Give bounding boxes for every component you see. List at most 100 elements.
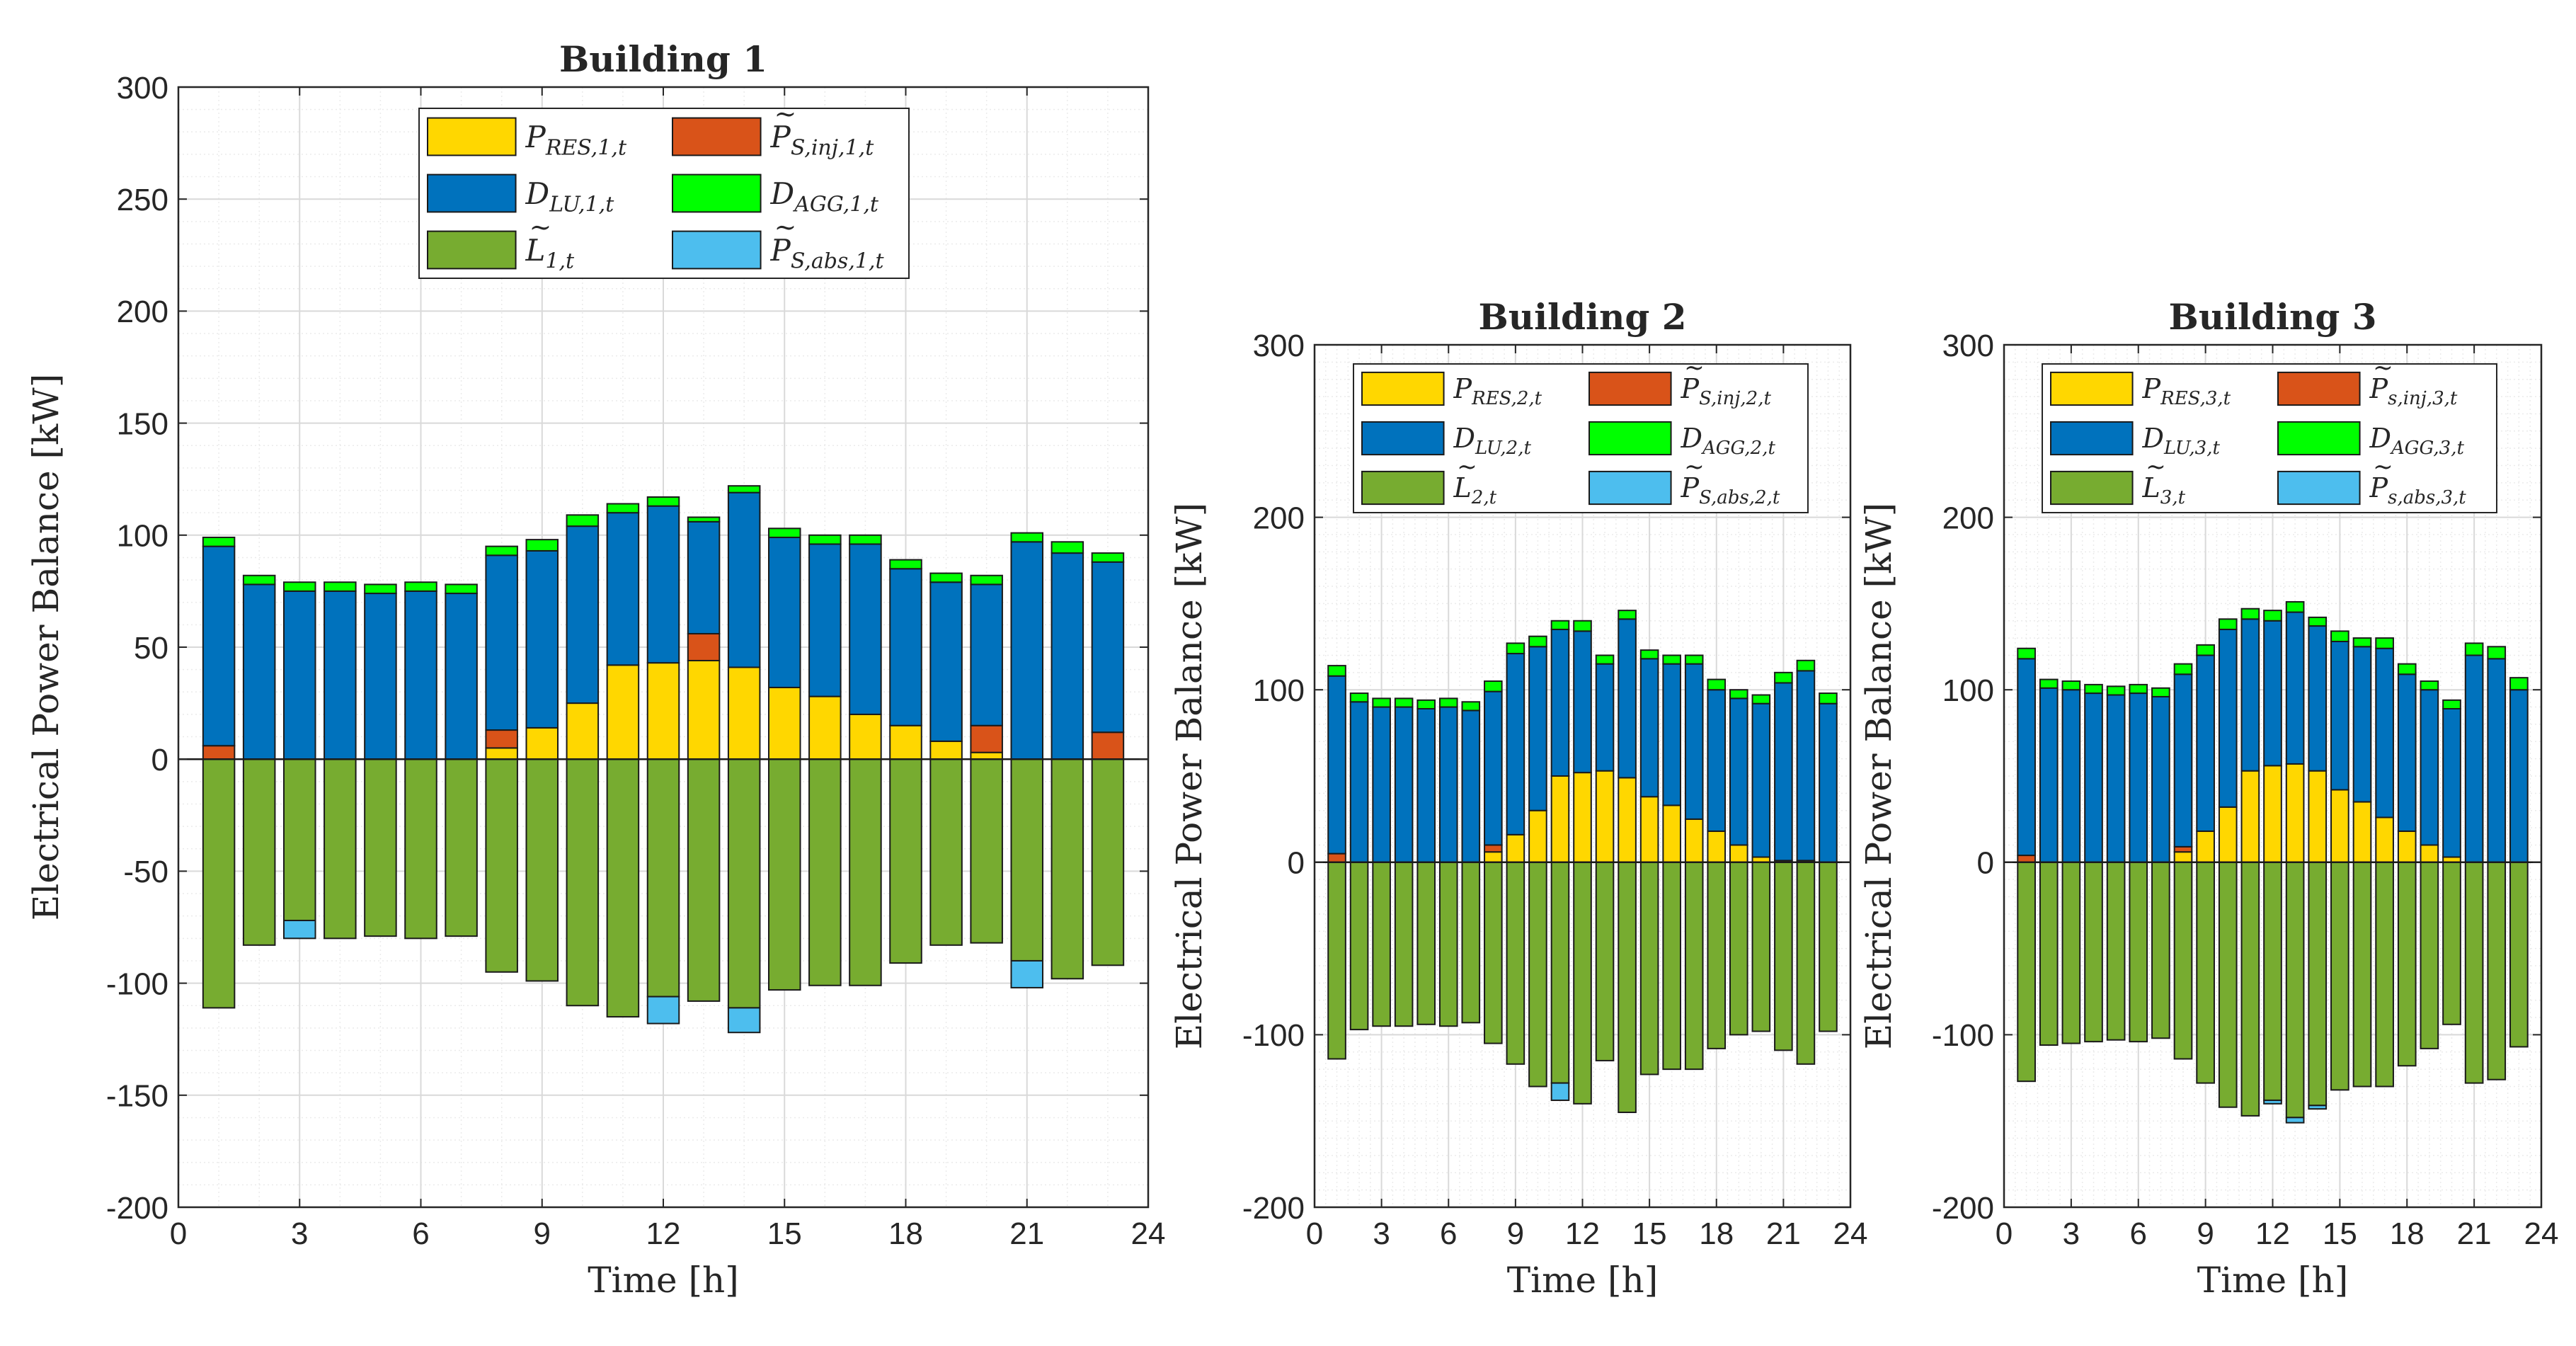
bar-res-h18 (889, 724, 922, 760)
y-tick-label: 50 (134, 631, 168, 666)
x-tick-label: 12 (2255, 1216, 2290, 1251)
x-tick-label: 15 (767, 1216, 802, 1251)
bar-load-h18 (1707, 861, 1727, 1049)
x-tick-label: 15 (2323, 1216, 2357, 1251)
ticks: 0 3 6 9 12 15 18 21 24 -200 -100 0 100 200 300 (1932, 329, 2559, 1251)
bar-load-h15 (767, 758, 801, 991)
bar-agg-h18 (2397, 663, 2417, 675)
bar-load-h22 (2487, 861, 2507, 1080)
bar-agg-h19 (1729, 689, 1748, 700)
legend-tilde: ~ (529, 211, 552, 242)
bar-agg-h19 (2420, 680, 2439, 691)
bar-dlu-h14 (1618, 618, 1637, 779)
legend-entry-inj: Ps,inj,3,t~ (2277, 354, 2458, 409)
bar-load-h13 (687, 758, 721, 1002)
bar-dlu-h3 (282, 590, 316, 760)
bar-agg-h10 (2218, 618, 2238, 630)
bar-agg-h17 (849, 534, 882, 545)
legend-entry-dlu: DLU,2,t (1361, 421, 1531, 459)
bar-load-h6 (1438, 861, 1458, 1027)
bar-agg-h3 (2061, 680, 2081, 691)
bar-abs-h12 (2263, 1099, 2282, 1105)
y-axis-label: Electrical Power Balance [kW] (1858, 503, 1899, 1049)
bar-dlu-h13 (1595, 663, 1615, 772)
bar-res-h15 (2330, 789, 2349, 863)
bar-inj-h8 (485, 729, 518, 749)
bar-res-h12 (1573, 772, 1592, 863)
legend-entry-dlu: DLU,3,t (2050, 421, 2220, 459)
bar-res-h9 (1506, 833, 1525, 863)
bar-res-h17 (2375, 816, 2394, 863)
bar-agg-h20 (1751, 694, 1771, 705)
legend-swatch-dlu (2050, 421, 2134, 456)
bar-res-h10 (1528, 809, 1547, 863)
bar-dlu-h4 (2084, 692, 2103, 863)
bar-agg-h11 (1550, 620, 1570, 630)
y-tick-label: 200 (1253, 501, 1305, 535)
chart-title: Building 1 (559, 38, 767, 80)
bar-load-h17 (1684, 861, 1704, 1071)
bar-load-h1 (1327, 861, 1346, 1060)
bar-inj-h1 (2017, 855, 2036, 863)
bar-dlu-h23 (1091, 561, 1125, 734)
bar-dlu-h1 (202, 545, 236, 747)
bar-dlu-h11 (606, 512, 640, 666)
bar-load-h11 (2240, 861, 2260, 1117)
bar-load-h19 (2420, 861, 2439, 1049)
bar-load-h1 (2017, 861, 2036, 1083)
bar-load-h2 (1349, 861, 1369, 1031)
bar-res-h11 (1550, 775, 1570, 863)
y-tick-label: -200 (106, 1191, 168, 1226)
legend-label-dlu: DLU,1,t (525, 176, 615, 217)
bar-agg-h9 (1506, 642, 1525, 655)
bar-res-h9 (525, 726, 559, 760)
bar-dlu-h2 (2039, 687, 2059, 863)
legend-label-inj: PS,inj,2,t (1681, 373, 1772, 409)
bar-load-h22 (1051, 758, 1084, 980)
bar-dlu-h1 (2017, 658, 2036, 857)
bar-agg-h11 (2240, 608, 2260, 620)
bar-dlu-h20 (970, 583, 1003, 726)
bar-load-h16 (2352, 861, 2372, 1088)
bar-dlu-h15 (767, 536, 801, 688)
legend-swatch-inj (672, 117, 762, 156)
legend-entry-res: PRES,3,t (2050, 371, 2231, 409)
bar-load-h3 (2061, 861, 2081, 1044)
legend-entry-res: PRES,1,t (427, 117, 627, 160)
bar-agg-h12 (2263, 610, 2282, 622)
bar-agg-h18 (889, 559, 922, 570)
legend-entry-load: L3,t~ (2050, 453, 2186, 508)
bar-agg-h15 (2330, 630, 2349, 642)
bar-load-h23 (1819, 861, 1838, 1032)
bar-load-h12 (2263, 861, 2282, 1101)
bars (2017, 600, 2529, 1124)
bar-res-h8 (485, 747, 518, 760)
bar-res-h14 (1618, 777, 1637, 863)
bar-load-h7 (2151, 861, 2170, 1039)
bar-load-h10 (2218, 861, 2238, 1108)
bar-inj-h8 (2173, 845, 2193, 853)
legend-tilde: ~ (1684, 354, 1705, 382)
bars (1327, 610, 1838, 1114)
bars (202, 485, 1125, 1034)
bar-dlu-h8 (2173, 673, 2193, 848)
legend-entry-inj: PS,inj,1,t~ (672, 98, 874, 160)
bar-inj-h20 (970, 724, 1003, 753)
bar-res-h13 (687, 659, 721, 760)
legend-entry-agg: DAGG,3,t (2277, 421, 2464, 459)
bar-res-h18 (2397, 830, 2417, 863)
bar-dlu-h23 (2509, 689, 2529, 863)
y-tick-label: 200 (117, 295, 168, 329)
x-axis-label: Time [h] (1507, 1260, 1658, 1301)
x-tick-label: 21 (2457, 1216, 2492, 1251)
bar-res-h8 (1484, 851, 1503, 863)
x-tick-label: 12 (1565, 1216, 1600, 1251)
bar-load-h20 (1751, 861, 1771, 1032)
bar-res-h18 (1707, 830, 1727, 863)
legend-swatch-abs (1588, 470, 1672, 506)
y-tick-label: 100 (1253, 673, 1305, 708)
bar-agg-h1 (2017, 647, 2036, 660)
x-tick-label: 18 (1699, 1216, 1734, 1251)
bar-dlu-h8 (1484, 690, 1503, 846)
